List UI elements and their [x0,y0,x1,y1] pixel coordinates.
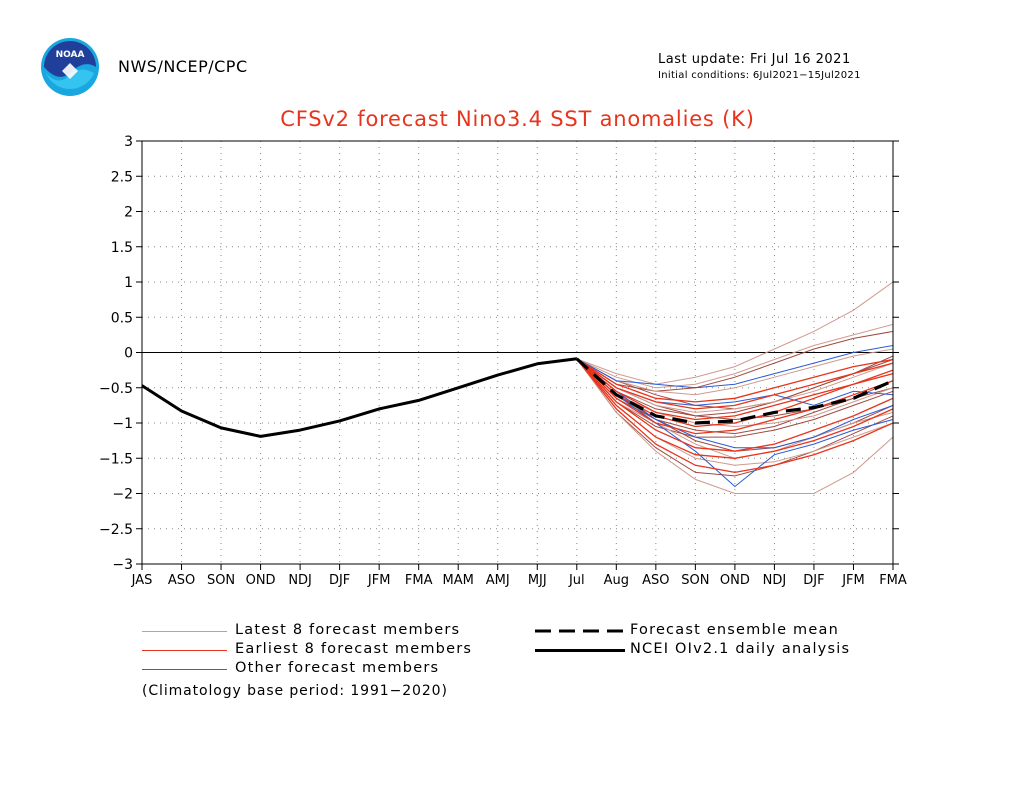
agency-label: NWS/NCEP/CPC [118,57,248,76]
legend-line-other [142,669,227,670]
y-tick-label: 2.5 [111,169,133,185]
member-line-other [576,358,894,421]
y-tick-label: −2.5 [99,522,133,538]
member-line-blue [576,358,894,449]
analysis-line [141,357,577,438]
member-line-other [576,358,894,417]
member-line-earliest [576,358,894,459]
y-tick-label: −2 [112,487,133,503]
legend-label-analysis: NCEI OIv2.1 daily analysis [630,641,851,657]
y-tick-label: −1 [112,416,133,432]
x-tick-label: DJF [803,573,824,588]
y-tick-label: −3 [112,557,133,573]
climatology-note: (Climatology base period: 1991−2020) [142,683,448,699]
x-tick-label: SON [681,573,709,588]
x-tick-label: JFM [841,573,865,588]
x-tick-label: Aug [604,573,629,588]
x-tick-label: FMA [879,573,907,588]
legend-line-latest [142,631,227,632]
member-line-earliest [576,358,894,421]
x-tick-label: FMA [405,573,433,588]
member-line-other [576,358,894,438]
member-line-other [576,358,894,477]
x-tick-label: ASO [168,573,195,588]
noaa-logo: NOAA [41,38,99,96]
member-line-latest [576,348,894,396]
member-line-earliest [576,358,894,435]
member-line-latest [576,358,894,494]
ensemble-mean-line [575,357,894,425]
legend-label-latest: Latest 8 forecast members [235,622,461,638]
last-update-label: Last update: Fri Jul 16 2021 [658,52,851,67]
legend-label-earliest: Earliest 8 forecast members [235,641,473,657]
logo-text: NOAA [56,50,85,60]
x-tick-label: NDJ [288,573,312,588]
x-tick-label: AMJ [486,573,510,588]
member-line-earliest [576,358,894,403]
y-tick-label: 2 [124,205,133,221]
x-tick-label: MAM [443,573,474,588]
member-line-other [576,330,894,392]
y-tick-label: 1 [124,275,133,291]
x-tick-label: JAS [131,573,153,588]
y-tick-label: 0 [124,346,133,362]
x-tick-label: MJJ [528,573,547,588]
chart-title: CFSv2 forecast Nino3.4 SST anomalies (K) [280,107,755,131]
x-tick-label: OND [720,573,750,588]
x-tick-label: JFM [367,573,391,588]
member-line-blue [576,345,894,389]
member-line-earliest [576,358,894,474]
legend-line-analysis [535,649,625,652]
y-tick-label: −1.5 [99,451,133,467]
legend-label-other: Other forecast members [235,660,440,676]
x-tick-label: NDJ [763,573,787,588]
x-tick-label: Jul [568,573,585,588]
x-tick-label: DJF [329,573,350,588]
member-line-latest [576,281,894,385]
legend-label-mean: Forecast ensemble mean [630,622,839,638]
member-line-latest [576,323,894,389]
member-line-earliest [576,358,894,410]
member-line-latest [576,358,894,413]
member-line-earliest [576,358,894,428]
y-tick-label: 3 [124,134,133,150]
y-tick-label: 1.5 [111,240,133,256]
y-tick-label: 0.5 [111,310,133,326]
x-tick-label: SON [207,573,235,588]
legend-line-earliest [142,650,227,651]
initial-conditions-label: Initial conditions: 6Jul2021−15Jul2021 [658,70,861,81]
plot-frame [141,140,894,565]
x-tick-label: OND [246,573,276,588]
y-tick-label: −0.5 [99,381,133,397]
member-line-blue [576,358,894,488]
member-line-earliest [576,358,894,452]
x-tick-label: ASO [642,573,669,588]
legend-line-mean [535,629,625,633]
